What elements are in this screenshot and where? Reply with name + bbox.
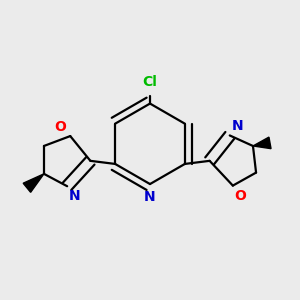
- Text: Cl: Cl: [142, 75, 158, 89]
- Text: N: N: [69, 189, 80, 203]
- Text: O: O: [55, 120, 67, 134]
- Polygon shape: [253, 137, 271, 149]
- Polygon shape: [23, 174, 44, 192]
- Text: N: N: [144, 190, 156, 204]
- Text: O: O: [234, 189, 246, 203]
- Text: N: N: [232, 119, 244, 133]
